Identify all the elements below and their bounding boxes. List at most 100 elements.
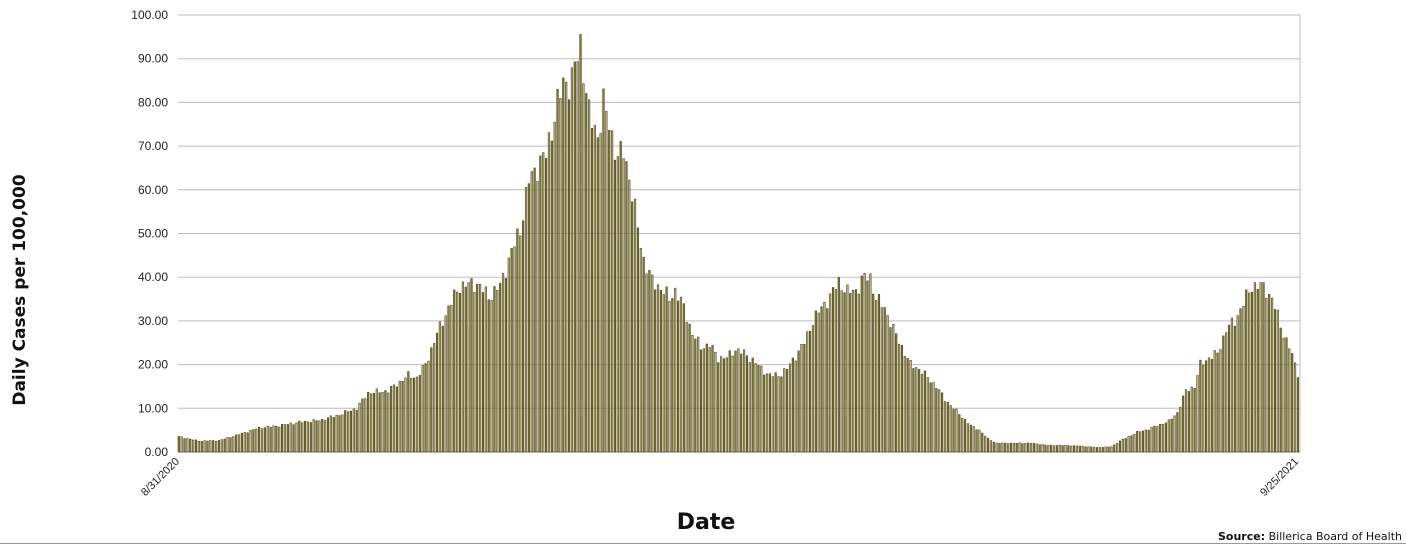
bar: 8/16/2021 <box>1182 395 1185 453</box>
bar: 10/10/2020 <box>292 424 295 453</box>
bar: 1/10/2021 <box>556 88 559 453</box>
bar: 6/20/2021 <box>1018 442 1021 453</box>
bar: 3/20/2021 <box>754 363 757 453</box>
bar: 11/13/2020 <box>390 386 393 453</box>
bar: 3/2/2021 <box>702 348 706 453</box>
bar: 10/29/2020 <box>346 411 350 453</box>
bar: 11/2/2020 <box>358 402 361 453</box>
bar: 3/8/2021 <box>720 356 723 453</box>
bar: 2/22/2021 <box>679 296 683 453</box>
bar: 9/21/2021 <box>1285 337 1288 453</box>
bar: 3/23/2021 <box>763 374 766 453</box>
bar: 12/8/2020 <box>461 281 464 453</box>
bar: 2/4/2021 <box>628 179 631 453</box>
bar: 10/19/2020 <box>318 420 321 453</box>
bar: 3/13/2021 <box>734 350 737 453</box>
bar: 1/13/2021 <box>565 81 568 453</box>
bar: 1/11/2021 <box>559 98 562 453</box>
bar: 9/10/2020 <box>206 440 209 453</box>
bar: 3/4/2021 <box>708 347 711 453</box>
bar: 7/2/2021 <box>1052 445 1056 453</box>
bar: 9/14/2020 <box>217 440 221 453</box>
bar: 9/17/2021 <box>1273 309 1277 453</box>
bar: 3/9/2021 <box>722 358 726 453</box>
y-axis-label: Daily Cases per 100,000 <box>10 174 30 406</box>
bar: 5/4/2021 <box>883 307 886 453</box>
bar: 7/4/2021 <box>1058 444 1061 453</box>
bar: 2/16/2021 <box>662 294 665 453</box>
bar: 9/2/2021 <box>1230 317 1234 453</box>
bar: 12/5/2020 <box>453 289 456 453</box>
bar: 11/11/2020 <box>384 390 387 453</box>
bar: 2/15/2021 <box>659 289 662 453</box>
bar: 11/20/2020 <box>410 378 413 453</box>
bar: 6/21/2021 <box>1021 443 1024 453</box>
bar: 8/30/2021 <box>1222 335 1225 453</box>
bar: 10/20/2020 <box>321 418 324 453</box>
bar: 1/4/2021 <box>539 155 542 453</box>
bar: 12/24/2020 <box>507 257 510 453</box>
bar: 8/10/2021 <box>1164 422 1168 453</box>
bar: 2/27/2021 <box>694 338 697 453</box>
bar: 7/25/2021 <box>1118 440 1122 453</box>
bar: 1/28/2021 <box>608 130 611 453</box>
bar: 5/22/2021 <box>935 388 938 453</box>
bar: 6/12/2021 <box>995 442 998 453</box>
bar: 10/31/2020 <box>352 408 355 453</box>
bar: 6/19/2021 <box>1015 442 1018 453</box>
bar: 3/1/2021 <box>699 349 703 453</box>
bar: 11/17/2020 <box>401 380 404 453</box>
bar: 9/5/2020 <box>192 439 195 453</box>
bar: 1/23/2021 <box>593 125 596 453</box>
bar: 12/23/2020 <box>504 278 508 453</box>
bar: 2/21/2021 <box>676 300 680 453</box>
bar: 3/6/2021 <box>714 351 717 453</box>
bar: 7/19/2021 <box>1101 447 1104 453</box>
bar: 2/19/2021 <box>671 298 674 453</box>
bar: 8/2/2021 <box>1141 430 1145 453</box>
bar: 10/17/2020 <box>312 419 315 453</box>
bar: 9/22/2020 <box>240 432 244 453</box>
bar: 10/24/2020 <box>332 417 335 453</box>
y-tick-label: 0.00 <box>145 445 169 459</box>
bar: 2/23/2021 <box>682 303 685 453</box>
bar: 8/15/2021 <box>1179 406 1182 453</box>
bar: 10/1/2020 <box>266 425 269 453</box>
bar: 6/8/2021 <box>984 435 987 453</box>
bar: 4/8/2021 <box>808 330 812 453</box>
bar: 8/23/2021 <box>1202 364 1205 453</box>
bar: 10/23/2020 <box>329 415 332 453</box>
bar: 2/17/2021 <box>665 286 668 453</box>
bar: 5/17/2021 <box>920 373 924 453</box>
bar: 8/9/2021 <box>1161 424 1165 453</box>
x-axis-label: Date <box>676 510 736 535</box>
bar: 5/12/2021 <box>906 358 909 453</box>
bar: 4/13/2021 <box>823 301 826 453</box>
bar: 2/28/2021 <box>697 336 700 453</box>
bar: 10/9/2020 <box>289 422 292 453</box>
bar: 5/9/2021 <box>897 343 901 453</box>
bar: 11/16/2020 <box>398 380 401 453</box>
bar: 5/13/2021 <box>909 360 912 453</box>
bar: 9/6/2021 <box>1242 306 1245 453</box>
bar: 9/15/2021 <box>1268 294 1271 453</box>
bar: 4/1/2021 <box>788 363 792 453</box>
bar: 1/8/2021 <box>550 140 553 453</box>
bar: 6/25/2021 <box>1032 443 1036 453</box>
bar: 11/30/2020 <box>438 321 442 453</box>
bar: 5/31/2021 <box>961 417 964 453</box>
bar: 1/3/2021 <box>536 181 539 453</box>
bar: 10/5/2020 <box>278 426 281 453</box>
bar: 9/2/2020 <box>183 438 186 453</box>
bar: 11/4/2020 <box>364 398 367 453</box>
bar: 2/24/2021 <box>685 322 688 453</box>
bar: 6/16/2021 <box>1006 443 1010 453</box>
bar: 5/25/2021 <box>943 401 947 453</box>
bar: 4/19/2021 <box>840 290 843 453</box>
bar: 8/24/2021 <box>1205 360 1208 453</box>
bar: 7/1/2021 <box>1050 444 1053 453</box>
bar: 10/14/2020 <box>303 420 307 453</box>
bar: 2/26/2021 <box>691 334 694 453</box>
bar: 2/25/2021 <box>688 323 691 453</box>
bar: 5/10/2021 <box>900 345 904 453</box>
